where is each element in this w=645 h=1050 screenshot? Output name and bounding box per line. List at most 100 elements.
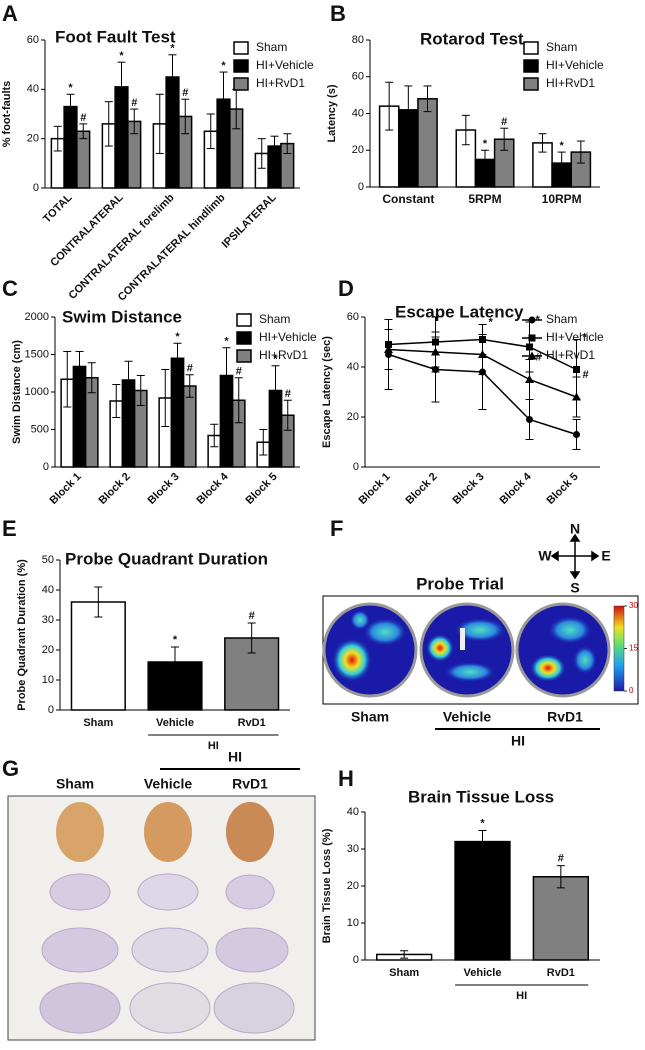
legend-swatch bbox=[236, 349, 252, 363]
legend-label: HI+RvD1 bbox=[546, 76, 595, 90]
probe-title: Probe Trial bbox=[416, 574, 504, 593]
group-label: HI bbox=[208, 740, 219, 752]
legend-marker bbox=[527, 351, 537, 360]
panel-letter: D bbox=[338, 276, 354, 301]
heatmaps bbox=[322, 602, 611, 698]
legend-label: Sham bbox=[259, 312, 290, 326]
group-label: HI bbox=[516, 990, 527, 1002]
annotation: * bbox=[224, 336, 229, 348]
annotation: # bbox=[187, 363, 193, 375]
annotation: * bbox=[489, 316, 494, 328]
y-tick-label: 10 bbox=[42, 674, 54, 686]
annotation: * bbox=[560, 140, 565, 152]
legend-label: HI+RvD1 bbox=[259, 348, 308, 362]
chart-title: Foot Fault Test bbox=[55, 27, 176, 46]
x-tick-label: Constant bbox=[382, 192, 434, 206]
annotation: * bbox=[173, 634, 178, 646]
legend-swatch bbox=[233, 41, 249, 55]
y-axis-label: Swim Distance (cm) bbox=[11, 340, 23, 444]
bar bbox=[76, 130, 91, 189]
x-tick-label: Block 4 bbox=[498, 470, 535, 507]
legend-label: HI+Vehicle bbox=[546, 330, 604, 344]
y-tick-label: 20 bbox=[42, 644, 54, 656]
y-tick-label: 0 bbox=[353, 461, 359, 473]
legend-swatch bbox=[523, 59, 539, 73]
annotation: # bbox=[236, 366, 242, 378]
chart-title: Escape Latency bbox=[395, 302, 524, 321]
x-tick-label: CONTRALATERAL hindlimb bbox=[116, 191, 228, 303]
annotation: # bbox=[182, 87, 188, 99]
probe-label: RvD1 bbox=[547, 709, 583, 725]
y-axis-label: Probe Quadrant Duration (%) bbox=[16, 559, 28, 711]
panel-letter: A bbox=[2, 1, 18, 26]
y-tick-label: 60 bbox=[352, 71, 364, 83]
panel-letter: G bbox=[2, 756, 19, 781]
legend-swatch bbox=[523, 41, 539, 55]
colorbar-tick-label: 30 bbox=[629, 601, 638, 610]
annotation: # bbox=[285, 388, 291, 400]
x-tick-label: RvD1 bbox=[238, 717, 266, 729]
legend-label: HI+RvD1 bbox=[256, 76, 305, 90]
legend-label: HI+RvD1 bbox=[546, 348, 595, 362]
marker bbox=[431, 347, 440, 356]
x-tick-label: Sham bbox=[83, 717, 113, 729]
legend-label: Sham bbox=[546, 40, 577, 54]
y-axis-label: Brain Tissue Loss (%) bbox=[321, 828, 333, 943]
y-tick-label: 40 bbox=[347, 806, 359, 818]
y-tick-label: 40 bbox=[27, 83, 39, 95]
x-tick-label: Block 3 bbox=[146, 471, 182, 507]
x-tick-label: Vehicle bbox=[156, 717, 194, 729]
y-tick-label: 10 bbox=[347, 917, 359, 929]
x-tick-label: 10RPM bbox=[542, 192, 582, 206]
y-tick-label: 30 bbox=[347, 843, 359, 855]
legend-label: Sham bbox=[256, 40, 287, 54]
colorbar bbox=[613, 605, 625, 692]
colorbar-tick-label: 15 bbox=[629, 644, 638, 653]
x-tick-label: Block 1 bbox=[48, 471, 84, 507]
bar bbox=[70, 601, 126, 711]
y-axis-label: Escape Latency (sec) bbox=[321, 336, 333, 448]
x-tick-label: RvD1 bbox=[547, 967, 575, 979]
group-label: HI bbox=[228, 749, 242, 765]
annotation: # bbox=[131, 97, 137, 109]
brain-label: Vehicle bbox=[144, 776, 192, 792]
x-tick-label: CONTRALATERAL forelimb bbox=[67, 191, 177, 301]
annotation: * bbox=[583, 331, 588, 343]
legend-swatch bbox=[236, 313, 252, 327]
marker bbox=[525, 375, 534, 383]
chart-title: Brain Tissue Loss bbox=[408, 787, 554, 806]
bar bbox=[182, 385, 197, 468]
marker bbox=[478, 350, 487, 358]
y-tick-label: 20 bbox=[352, 144, 364, 156]
bar bbox=[454, 840, 511, 961]
group-label: HI bbox=[511, 733, 525, 749]
y-tick-label: 0 bbox=[43, 461, 49, 473]
y-tick-label: 2000 bbox=[25, 311, 49, 323]
legend-swatch bbox=[523, 77, 539, 91]
panel-letter: E bbox=[2, 516, 17, 541]
marker bbox=[384, 345, 393, 353]
legend-swatch bbox=[233, 59, 249, 73]
compass-south: S bbox=[570, 580, 579, 596]
legend-marker bbox=[528, 334, 536, 342]
panel-letter: C bbox=[2, 276, 18, 301]
x-tick-label: Block 5 bbox=[244, 471, 280, 507]
y-tick-label: 40 bbox=[42, 584, 54, 596]
colorbar-tick-label: 0 bbox=[629, 686, 634, 695]
y-tick-label: 1500 bbox=[25, 348, 49, 360]
chart-title: Swim Distance bbox=[62, 307, 182, 326]
y-tick-label: 60 bbox=[347, 311, 359, 323]
legend-label: Sham bbox=[546, 312, 577, 326]
y-tick-label: 20 bbox=[347, 411, 359, 423]
x-tick-label: Sham bbox=[389, 967, 419, 979]
y-tick-label: 0 bbox=[358, 181, 364, 193]
x-tick-label: TOTAL bbox=[41, 192, 75, 226]
annotation: * bbox=[221, 60, 226, 72]
bar bbox=[170, 357, 185, 468]
annotation: * bbox=[170, 43, 175, 55]
annotation: * bbox=[273, 354, 278, 366]
legend-label: HI+Vehicle bbox=[259, 330, 317, 344]
x-tick-label: Block 3 bbox=[451, 471, 487, 507]
y-tick-label: 500 bbox=[31, 423, 49, 435]
